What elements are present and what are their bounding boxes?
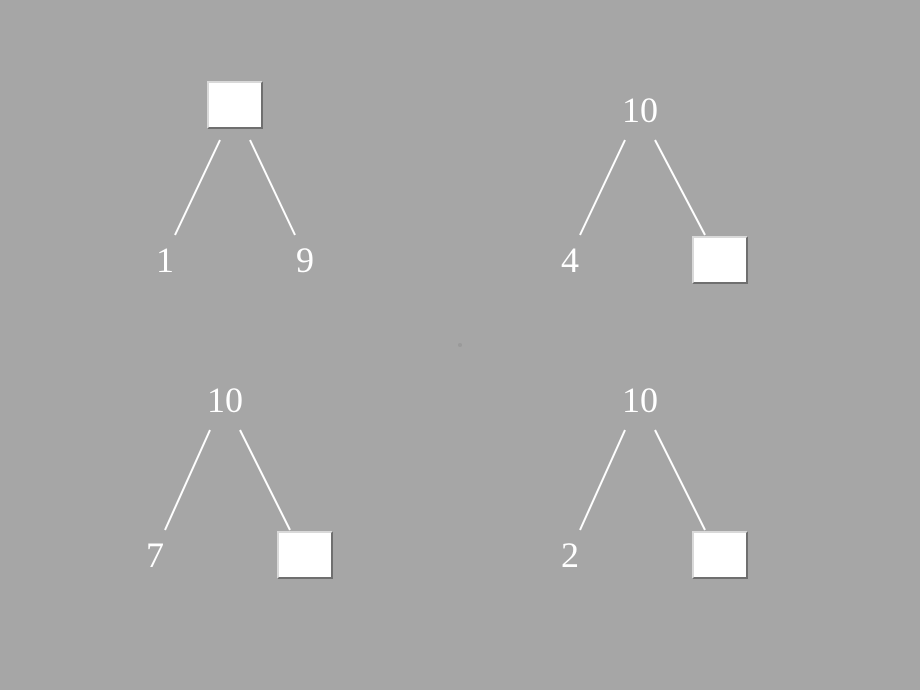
tree-2-edge-1 [655,140,705,235]
tree-2-edge-0 [580,140,625,235]
tree-1-right-label: 9 [296,242,314,278]
tree-4-root-label: 10 [622,382,658,418]
tree-3-root-label: 10 [207,382,243,418]
tree-4-right-input-box[interactable] [692,531,748,579]
tree-4-edge-1 [655,430,705,530]
tree-2-right-input-box[interactable] [692,236,748,284]
tree-4-left-label: 2 [561,537,579,573]
tree-3-edge-0 [165,430,210,530]
center-dot [458,343,462,347]
tree-3-left-label: 7 [146,537,164,573]
tree-1-edge-0 [175,140,220,235]
tree-2-left-label: 4 [561,242,579,278]
tree-1-edge-1 [250,140,295,235]
tree-3-right-input-box[interactable] [277,531,333,579]
tree-2-root-label: 10 [622,92,658,128]
tree-4-edge-0 [580,430,625,530]
tree-1-left-label: 1 [156,242,174,278]
tree-1-root-input-box[interactable] [207,81,263,129]
tree-3-edge-1 [240,430,290,530]
